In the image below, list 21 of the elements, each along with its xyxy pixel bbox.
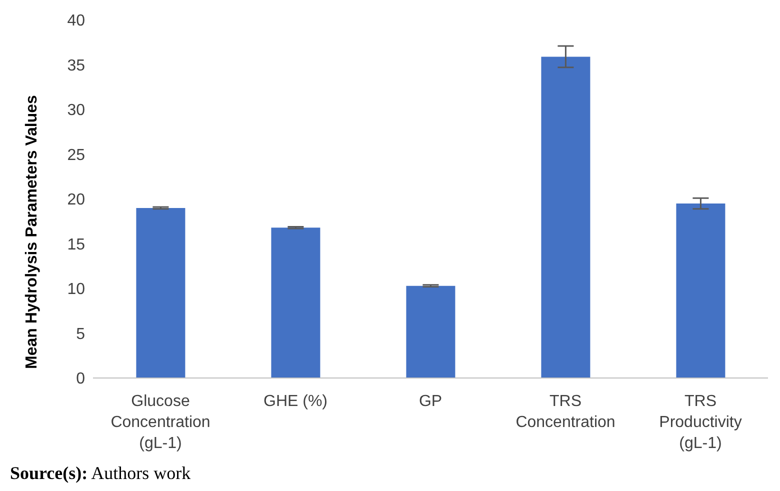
x-tick-label: Glucose Concentration (gL-1): [110, 393, 210, 452]
y-tick-label: 40: [67, 12, 86, 30]
y-tick-label: 15: [67, 236, 86, 254]
x-tick-label: GHE (%): [264, 393, 328, 410]
y-tick-label: 5: [76, 326, 86, 343]
y-tick-label: 0: [76, 370, 86, 388]
bar: [271, 228, 320, 378]
x-tick-label: GP: [418, 393, 442, 410]
y-tick-label: 30: [67, 102, 86, 120]
x-tick-label: TRS Concentration: [516, 393, 616, 431]
bar: [676, 203, 726, 378]
source-note: Source(s): Authors work: [10, 463, 192, 484]
y-axis-title: Mean Hydrolysis Parameters Values: [24, 94, 41, 369]
bar: [541, 56, 590, 378]
x-tick-label: TRS Productivity (gL-1): [659, 393, 742, 452]
y-tick-label: 10: [67, 281, 86, 298]
bar: [406, 286, 456, 378]
y-tick-label: 25: [67, 146, 86, 164]
bar: [136, 208, 186, 378]
y-tick-label: 20: [67, 192, 86, 209]
y-tick-label: 35: [67, 57, 86, 74]
